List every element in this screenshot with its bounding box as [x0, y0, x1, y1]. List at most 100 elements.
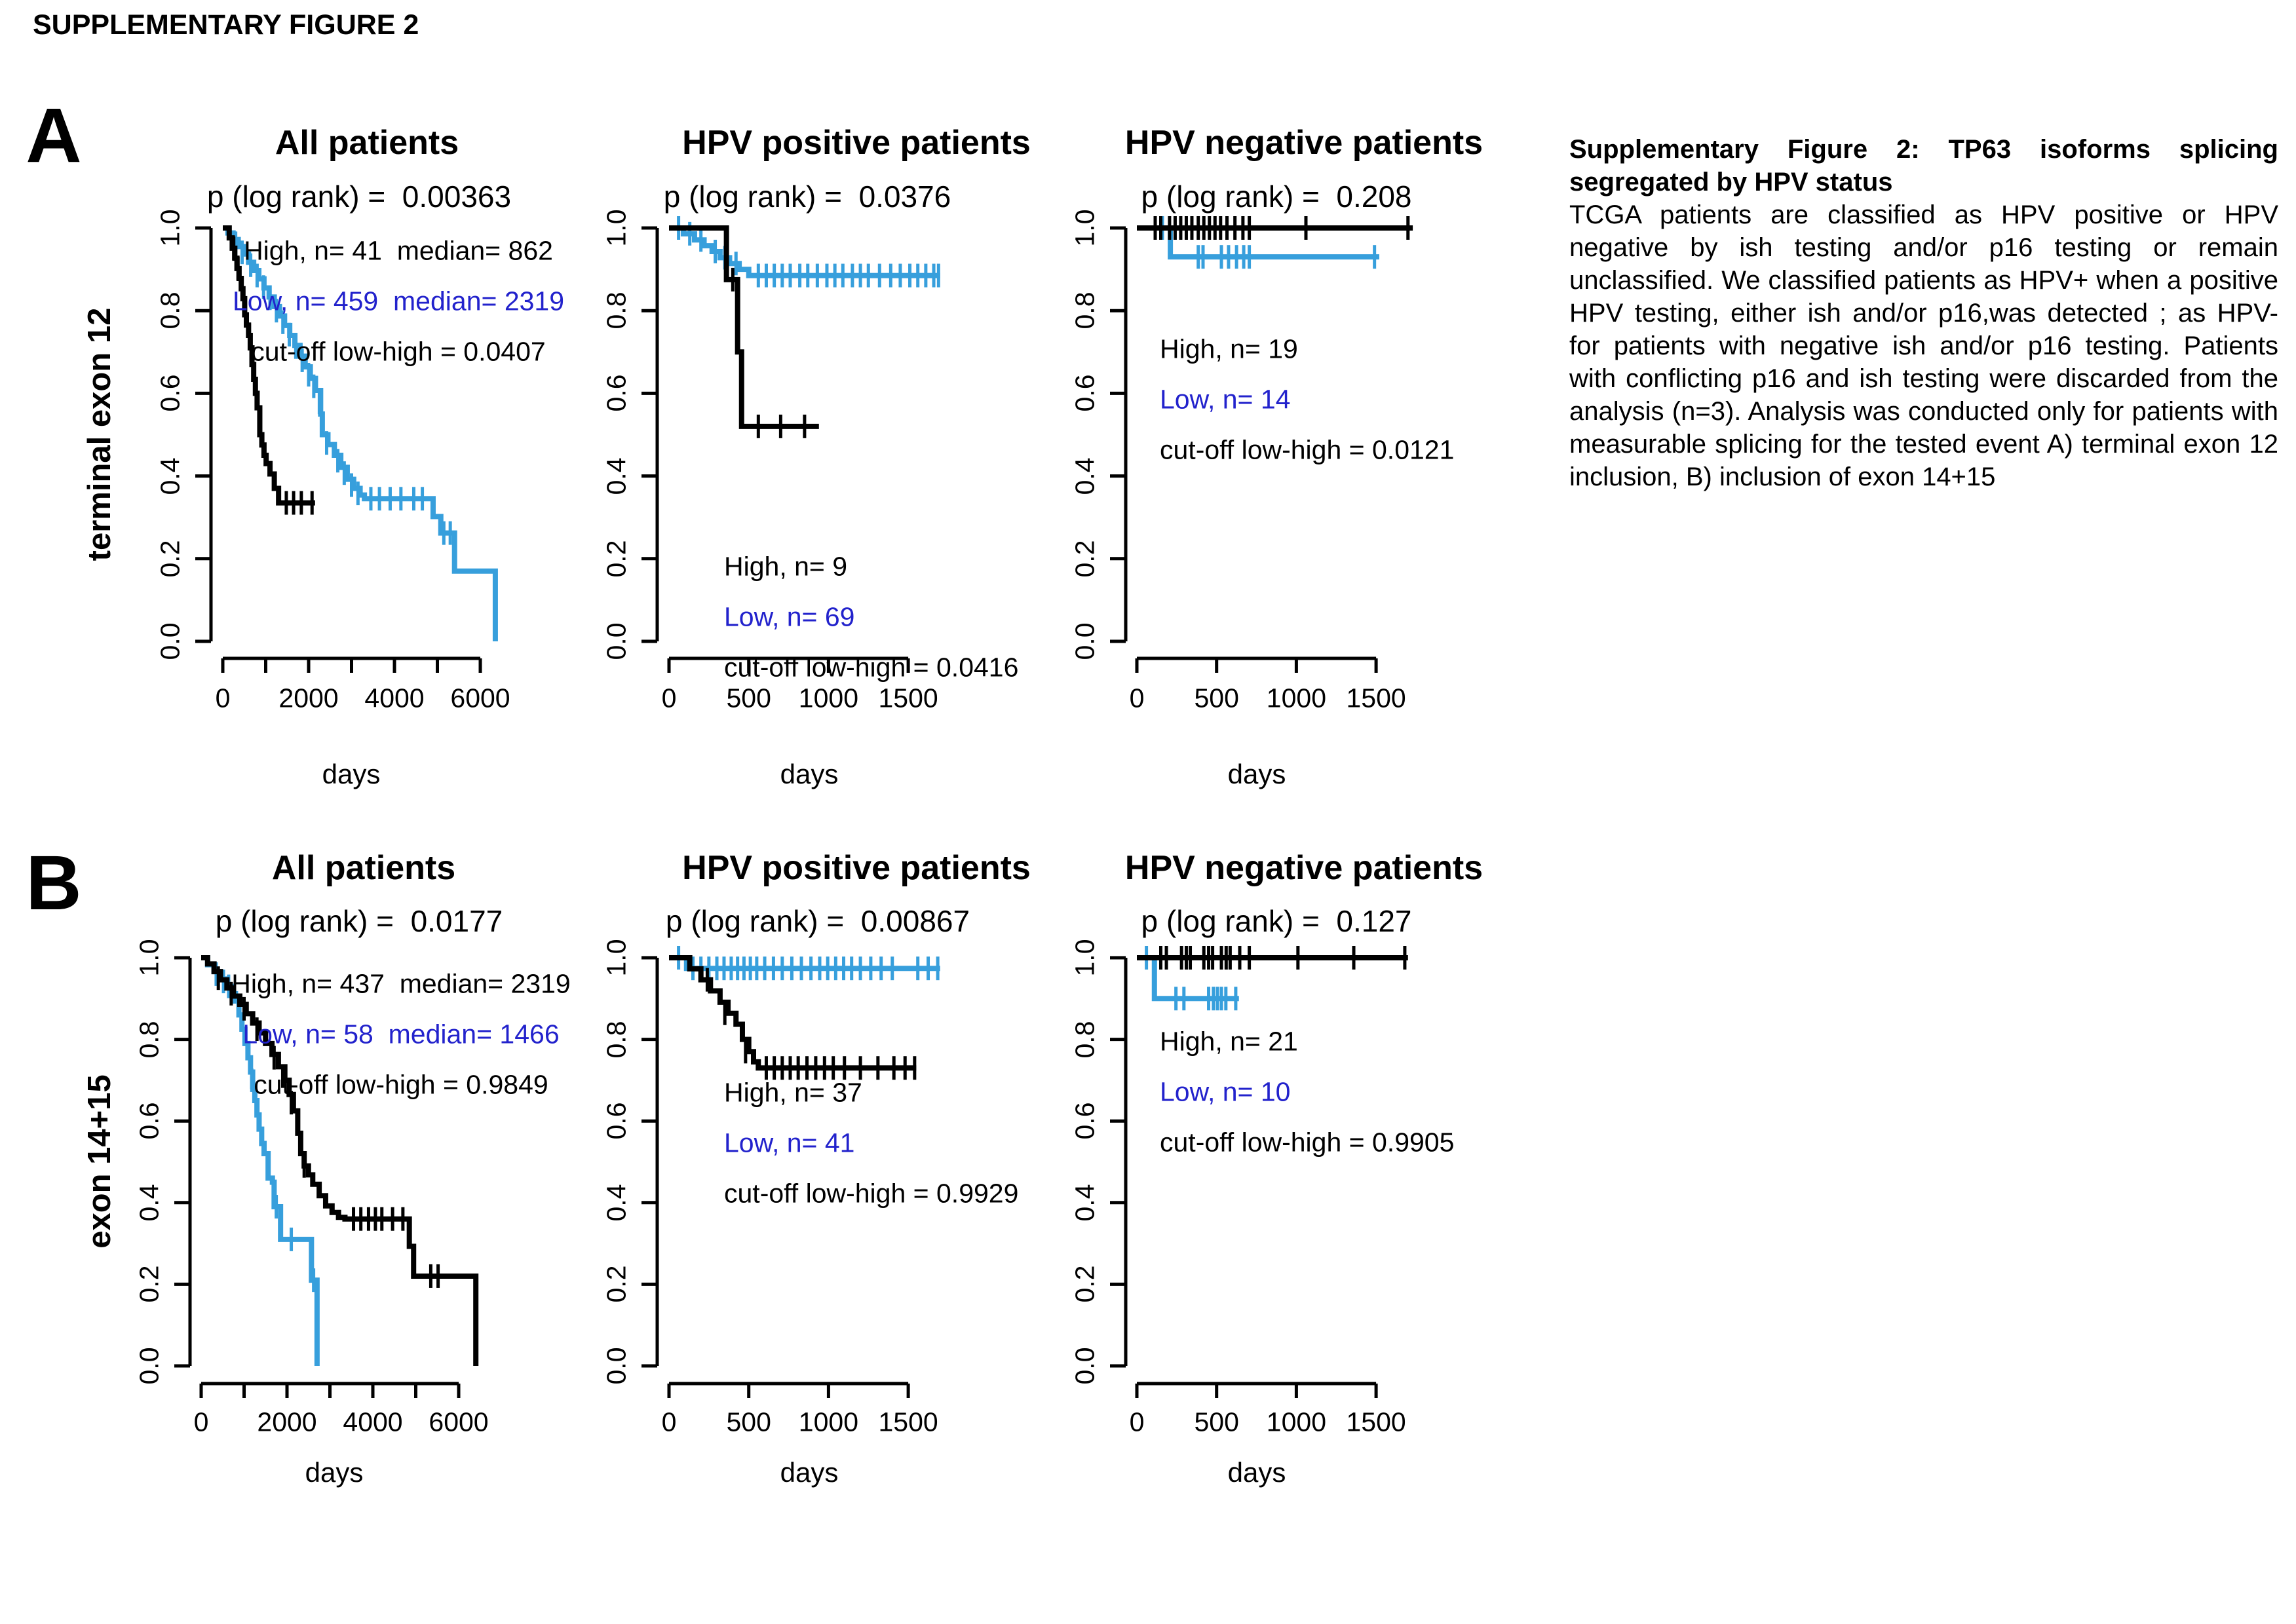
stat-line: cut-off low-high = 0.9929 [724, 1178, 1019, 1209]
p-value-text: p (log rank) = 0.0376 [663, 179, 951, 214]
y-tick-label: 0.2 [601, 1265, 632, 1303]
stat-line: cut-off low-high = 0.9849 [254, 1069, 548, 1100]
y-tick-label: 0.2 [155, 540, 185, 578]
plot-title: HPV negative patients [1124, 849, 1483, 887]
y-tick-label: 0.6 [1069, 1102, 1100, 1140]
x-axis-title: days [322, 759, 381, 789]
y-tick-label: 0.8 [1069, 1021, 1100, 1059]
y-tick-label: 0.8 [601, 292, 632, 330]
x-tick-label: 500 [726, 1407, 771, 1437]
y-tick-label: 0.4 [601, 457, 632, 495]
caption-heading-line2: segregated by HPV status [1569, 168, 1893, 197]
x-tick-label: 1500 [1346, 1407, 1406, 1437]
y-tick-label: 0.6 [601, 374, 632, 412]
stat-line: High, n= 19 [1160, 333, 1298, 364]
panel-b-letter: B [26, 840, 82, 926]
x-tick-label: 1000 [798, 683, 858, 713]
x-tick-label: 4000 [364, 683, 425, 713]
y-tick-label: 1.0 [601, 939, 632, 977]
x-tick-label: 0 [661, 683, 677, 713]
p-value-text: p (log rank) = 0.0177 [215, 904, 503, 938]
x-tick-label: 2000 [278, 683, 339, 713]
stat-line: Low, n= 459 median= 2319 [232, 286, 565, 316]
km-curve-high [669, 955, 917, 1071]
y-tick-label: 0.6 [1069, 374, 1100, 412]
stat-line: High, n= 9 [724, 551, 848, 582]
y-tick-label: 0.2 [601, 540, 632, 578]
x-tick-label: 1500 [878, 683, 938, 713]
y-tick-label: 0.2 [134, 1265, 164, 1303]
stat-line: Low, n= 69 [724, 601, 855, 632]
x-tick-label: 0 [193, 1407, 209, 1437]
x-tick-label: 500 [726, 683, 771, 713]
stat-line: High, n= 437 median= 2319 [231, 968, 571, 999]
stat-line: High, n= 41 median= 862 [244, 235, 553, 266]
y-tick-label: 0.0 [601, 622, 632, 660]
x-tick-label: 0 [661, 1407, 677, 1437]
p-value-text: p (log rank) = 0.208 [1141, 179, 1412, 214]
stat-line: cut-off low-high = 0.0407 [251, 336, 546, 367]
x-axis-title: days [780, 1457, 839, 1488]
x-axis-title: days [1227, 759, 1286, 789]
plot-title: HPV positive patients [682, 124, 1031, 162]
x-tick-label: 1500 [1346, 683, 1406, 713]
y-tick-label: 1.0 [155, 209, 185, 247]
y-tick-label: 0.6 [155, 374, 185, 412]
x-tick-label: 1500 [878, 1407, 938, 1437]
stat-line: Low, n= 58 median= 1466 [242, 1019, 560, 1049]
y-tick-label: 0.2 [1069, 1265, 1100, 1303]
y-tick-label: 0.6 [134, 1102, 164, 1140]
plot-title: All patients [275, 124, 459, 162]
plot-title: All patients [271, 849, 456, 887]
y-tick-label: 0.8 [1069, 292, 1100, 330]
y-tick-label: 1.0 [1069, 209, 1100, 247]
y-tick-label: 0.0 [601, 1347, 632, 1385]
x-tick-label: 4000 [343, 1407, 403, 1437]
y-tick-label: 0.6 [601, 1102, 632, 1140]
stat-line: cut-off low-high = 0.9905 [1160, 1127, 1455, 1158]
x-axis-title: days [780, 759, 839, 789]
y-tick-label: 0.2 [1069, 540, 1100, 578]
x-tick-label: 2000 [257, 1407, 317, 1437]
x-tick-label: 1000 [798, 1407, 858, 1437]
y-tick-label: 0.8 [601, 1021, 632, 1059]
caption-body: TCGA patients are classified as HPV posi… [1569, 200, 2278, 491]
x-tick-label: 6000 [450, 683, 510, 713]
y-tick-label: 0.4 [1069, 1184, 1100, 1222]
y-tick-label: 0.0 [134, 1347, 164, 1385]
y-tick-label: 1.0 [601, 209, 632, 247]
x-axis-title: days [305, 1457, 364, 1488]
plot-title: HPV negative patients [1124, 124, 1483, 162]
y-tick-label: 0.0 [155, 622, 185, 660]
y-tick-label: 0.4 [134, 1184, 164, 1222]
caption-heading-line1: Supplementary Figure 2: TP63 isoforms sp… [1569, 135, 2278, 164]
stat-line: Low, n= 41 [724, 1127, 855, 1158]
panel-a-letter: A [26, 92, 82, 179]
plot-title: HPV positive patients [682, 849, 1031, 887]
x-tick-label: 1000 [1266, 683, 1326, 713]
p-value-text: p (log rank) = 0.127 [1141, 904, 1412, 938]
figure-header-title: SUPPLEMENTARY FIGURE 2 [33, 9, 419, 41]
x-tick-label: 500 [1194, 1407, 1239, 1437]
stat-line: High, n= 37 [724, 1077, 862, 1108]
stat-line: High, n= 21 [1160, 1026, 1298, 1057]
p-value-text: p (log rank) = 0.00363 [206, 179, 512, 214]
x-tick-label: 0 [1129, 683, 1145, 713]
km-curve-high [669, 225, 819, 429]
y-tick-label: 0.4 [601, 1184, 632, 1222]
y-tick-label: 0.0 [1069, 1347, 1100, 1385]
y-tick-label: 1.0 [134, 939, 164, 977]
x-tick-label: 0 [215, 683, 231, 713]
stat-line: Low, n= 10 [1160, 1076, 1291, 1107]
figure-caption: Supplementary Figure 2: TP63 isoforms sp… [1569, 133, 2278, 493]
x-tick-label: 500 [1194, 683, 1239, 713]
x-tick-label: 0 [1129, 1407, 1145, 1437]
stat-line: cut-off low-high = 0.0121 [1160, 434, 1455, 465]
y-tick-label: 0.0 [1069, 622, 1100, 660]
y-tick-label: 1.0 [1069, 939, 1100, 977]
x-tick-label: 1000 [1266, 1407, 1326, 1437]
y-tick-label: 0.8 [134, 1021, 164, 1059]
x-axis-title: days [1227, 1457, 1286, 1488]
